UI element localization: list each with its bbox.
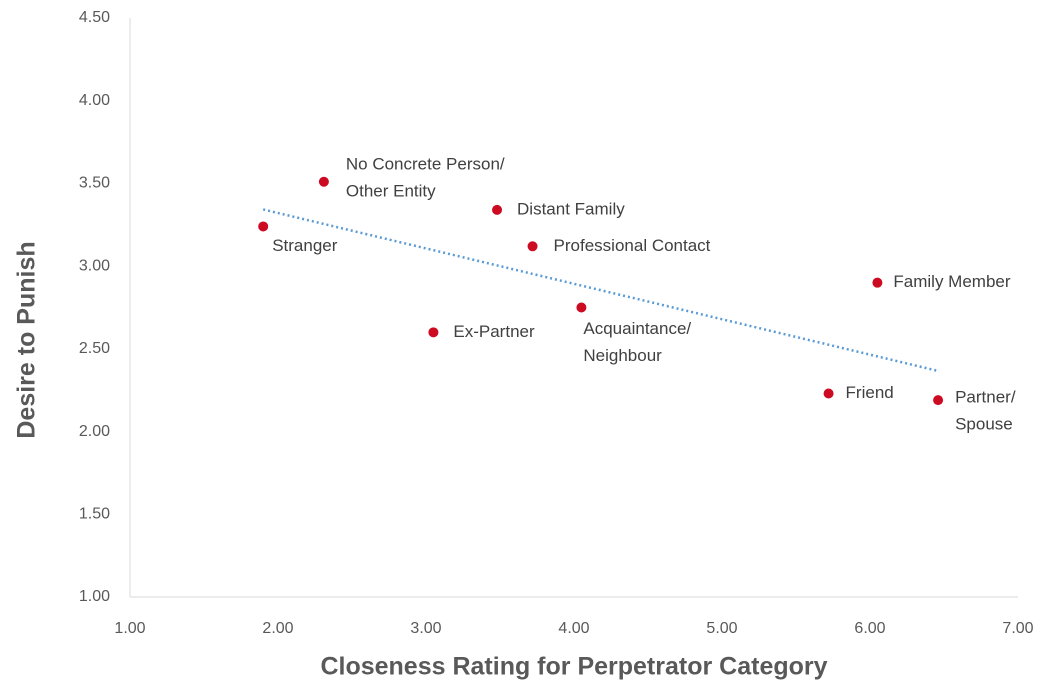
x-axis-title: Closeness Rating for Perpetrator Categor… [320, 653, 827, 681]
y-tick-label: 4.50 [79, 9, 110, 26]
x-tick-label: 1.00 [114, 620, 145, 637]
x-tick-label: 5.00 [706, 620, 737, 637]
point [318, 176, 329, 187]
point [823, 388, 834, 399]
point-label: Spouse [955, 415, 1013, 434]
point [933, 395, 944, 406]
x-tick-label: 3.00 [410, 620, 441, 637]
point-label: No Concrete Person/ [346, 154, 505, 173]
point [576, 302, 587, 313]
point-label: Other Entity [346, 181, 436, 200]
trendline [262, 208, 939, 373]
point [527, 241, 538, 252]
y-tick-label: 3.00 [79, 257, 110, 274]
point [492, 204, 503, 215]
y-axis-title: Desire to Punish [13, 241, 41, 438]
x-tick-label: 4.00 [558, 620, 589, 637]
point-label: Ex-Partner [453, 322, 535, 341]
point [428, 327, 439, 338]
y-tick-label: 4.00 [79, 92, 110, 109]
point-label: Acquaintance/ [583, 319, 691, 338]
x-tick-label: 2.00 [262, 620, 293, 637]
point-label: Stranger [272, 236, 338, 255]
point-label: Family Member [893, 272, 1010, 291]
point-label: Friend [846, 383, 894, 402]
point [258, 221, 269, 232]
point-label: Professional Contact [554, 236, 711, 255]
y-tick-label: 1.50 [79, 506, 110, 523]
point-label: Neighbour [583, 346, 662, 365]
point-label: Distant Family [517, 199, 625, 218]
y-tick-label: 3.50 [79, 175, 110, 192]
y-tick-label: 2.50 [79, 340, 110, 357]
y-tick-label: 2.00 [79, 423, 110, 440]
y-tick-label: 1.00 [79, 588, 110, 605]
x-tick-label: 7.00 [1002, 620, 1033, 637]
point [872, 277, 883, 288]
point-label: Partner/ [955, 388, 1016, 407]
x-tick-label: 6.00 [854, 620, 885, 637]
